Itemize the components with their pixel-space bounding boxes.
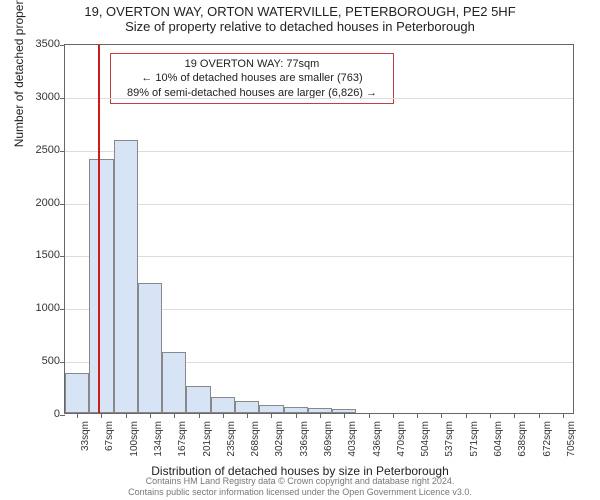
bar bbox=[65, 373, 89, 413]
xtick-label: 436sqm bbox=[372, 421, 383, 469]
marker-line bbox=[98, 45, 100, 413]
ytick-mark bbox=[60, 256, 65, 257]
xtick-label: 604sqm bbox=[493, 421, 504, 469]
xtick-label: 403sqm bbox=[347, 421, 358, 469]
bar bbox=[235, 401, 259, 413]
ytick-label: 3000 bbox=[10, 91, 60, 103]
xtick-mark bbox=[150, 413, 151, 418]
xtick-label: 705sqm bbox=[566, 421, 577, 469]
annotation-box: 19 OVERTON WAY: 77sqm ← 10% of detached … bbox=[110, 53, 394, 104]
xtick-mark bbox=[563, 413, 564, 418]
xtick-label: 672sqm bbox=[542, 421, 553, 469]
xtick-label: 268sqm bbox=[250, 421, 261, 469]
xtick-mark bbox=[101, 413, 102, 418]
ytick-label: 1000 bbox=[10, 302, 60, 314]
xtick-mark bbox=[247, 413, 248, 418]
annotation-line1: 19 OVERTON WAY: 77sqm bbox=[117, 57, 387, 71]
bar bbox=[114, 140, 138, 413]
xtick-label: 235sqm bbox=[226, 421, 237, 469]
bar bbox=[89, 159, 113, 413]
ytick-mark bbox=[60, 45, 65, 46]
xtick-label: 67sqm bbox=[104, 421, 115, 469]
xtick-mark bbox=[417, 413, 418, 418]
xtick-mark bbox=[393, 413, 394, 418]
ytick-label: 3500 bbox=[10, 38, 60, 50]
xtick-label: 167sqm bbox=[177, 421, 188, 469]
xtick-label: 100sqm bbox=[129, 421, 140, 469]
bar bbox=[259, 405, 283, 413]
ytick-label: 2500 bbox=[10, 144, 60, 156]
footer-line1: Contains HM Land Registry data © Crown c… bbox=[0, 476, 600, 487]
xtick-label: 201sqm bbox=[202, 421, 213, 469]
title-block: 19, OVERTON WAY, ORTON WATERVILLE, PETER… bbox=[0, 0, 600, 34]
gridline bbox=[65, 204, 573, 205]
bar bbox=[211, 397, 235, 413]
xtick-mark bbox=[126, 413, 127, 418]
xtick-label: 470sqm bbox=[396, 421, 407, 469]
xtick-label: 33sqm bbox=[80, 421, 91, 469]
xtick-mark bbox=[77, 413, 78, 418]
ytick-label: 0 bbox=[10, 408, 60, 420]
xtick-mark bbox=[514, 413, 515, 418]
ytick-label: 1500 bbox=[10, 249, 60, 261]
gridline bbox=[65, 98, 573, 99]
footer: Contains HM Land Registry data © Crown c… bbox=[0, 476, 600, 498]
xtick-label: 336sqm bbox=[299, 421, 310, 469]
xtick-label: 134sqm bbox=[153, 421, 164, 469]
bar bbox=[162, 352, 186, 413]
xtick-mark bbox=[271, 413, 272, 418]
y-axis-label: Number of detached properties bbox=[12, 0, 26, 147]
ytick-label: 500 bbox=[10, 355, 60, 367]
title-main: 19, OVERTON WAY, ORTON WATERVILLE, PETER… bbox=[0, 4, 600, 19]
xtick-label: 638sqm bbox=[517, 421, 528, 469]
ytick-mark bbox=[60, 309, 65, 310]
xtick-label: 302sqm bbox=[274, 421, 285, 469]
xtick-mark bbox=[441, 413, 442, 418]
xtick-mark bbox=[490, 413, 491, 418]
xtick-mark bbox=[466, 413, 467, 418]
chart-container: 19, OVERTON WAY, ORTON WATERVILLE, PETER… bbox=[0, 0, 600, 500]
bar bbox=[138, 283, 162, 413]
ytick-label: 2000 bbox=[10, 197, 60, 209]
footer-line2: Contains public sector information licen… bbox=[0, 487, 600, 498]
xtick-label: 504sqm bbox=[420, 421, 431, 469]
xtick-label: 571sqm bbox=[469, 421, 480, 469]
xtick-mark bbox=[296, 413, 297, 418]
gridline bbox=[65, 151, 573, 152]
ytick-mark bbox=[60, 98, 65, 99]
xtick-mark bbox=[174, 413, 175, 418]
ytick-mark bbox=[60, 415, 65, 416]
xtick-mark bbox=[199, 413, 200, 418]
xtick-mark bbox=[344, 413, 345, 418]
bar bbox=[186, 386, 210, 413]
ytick-mark bbox=[60, 151, 65, 152]
xtick-mark bbox=[539, 413, 540, 418]
xtick-mark bbox=[369, 413, 370, 418]
ytick-mark bbox=[60, 362, 65, 363]
xtick-mark bbox=[223, 413, 224, 418]
ytick-mark bbox=[60, 204, 65, 205]
xtick-mark bbox=[320, 413, 321, 418]
plot-area: 19 OVERTON WAY: 77sqm ← 10% of detached … bbox=[64, 44, 574, 414]
annotation-line2: ← 10% of detached houses are smaller (76… bbox=[117, 71, 387, 85]
xtick-label: 537sqm bbox=[444, 421, 455, 469]
xtick-label: 369sqm bbox=[323, 421, 334, 469]
gridline bbox=[65, 256, 573, 257]
title-sub: Size of property relative to detached ho… bbox=[0, 19, 600, 34]
